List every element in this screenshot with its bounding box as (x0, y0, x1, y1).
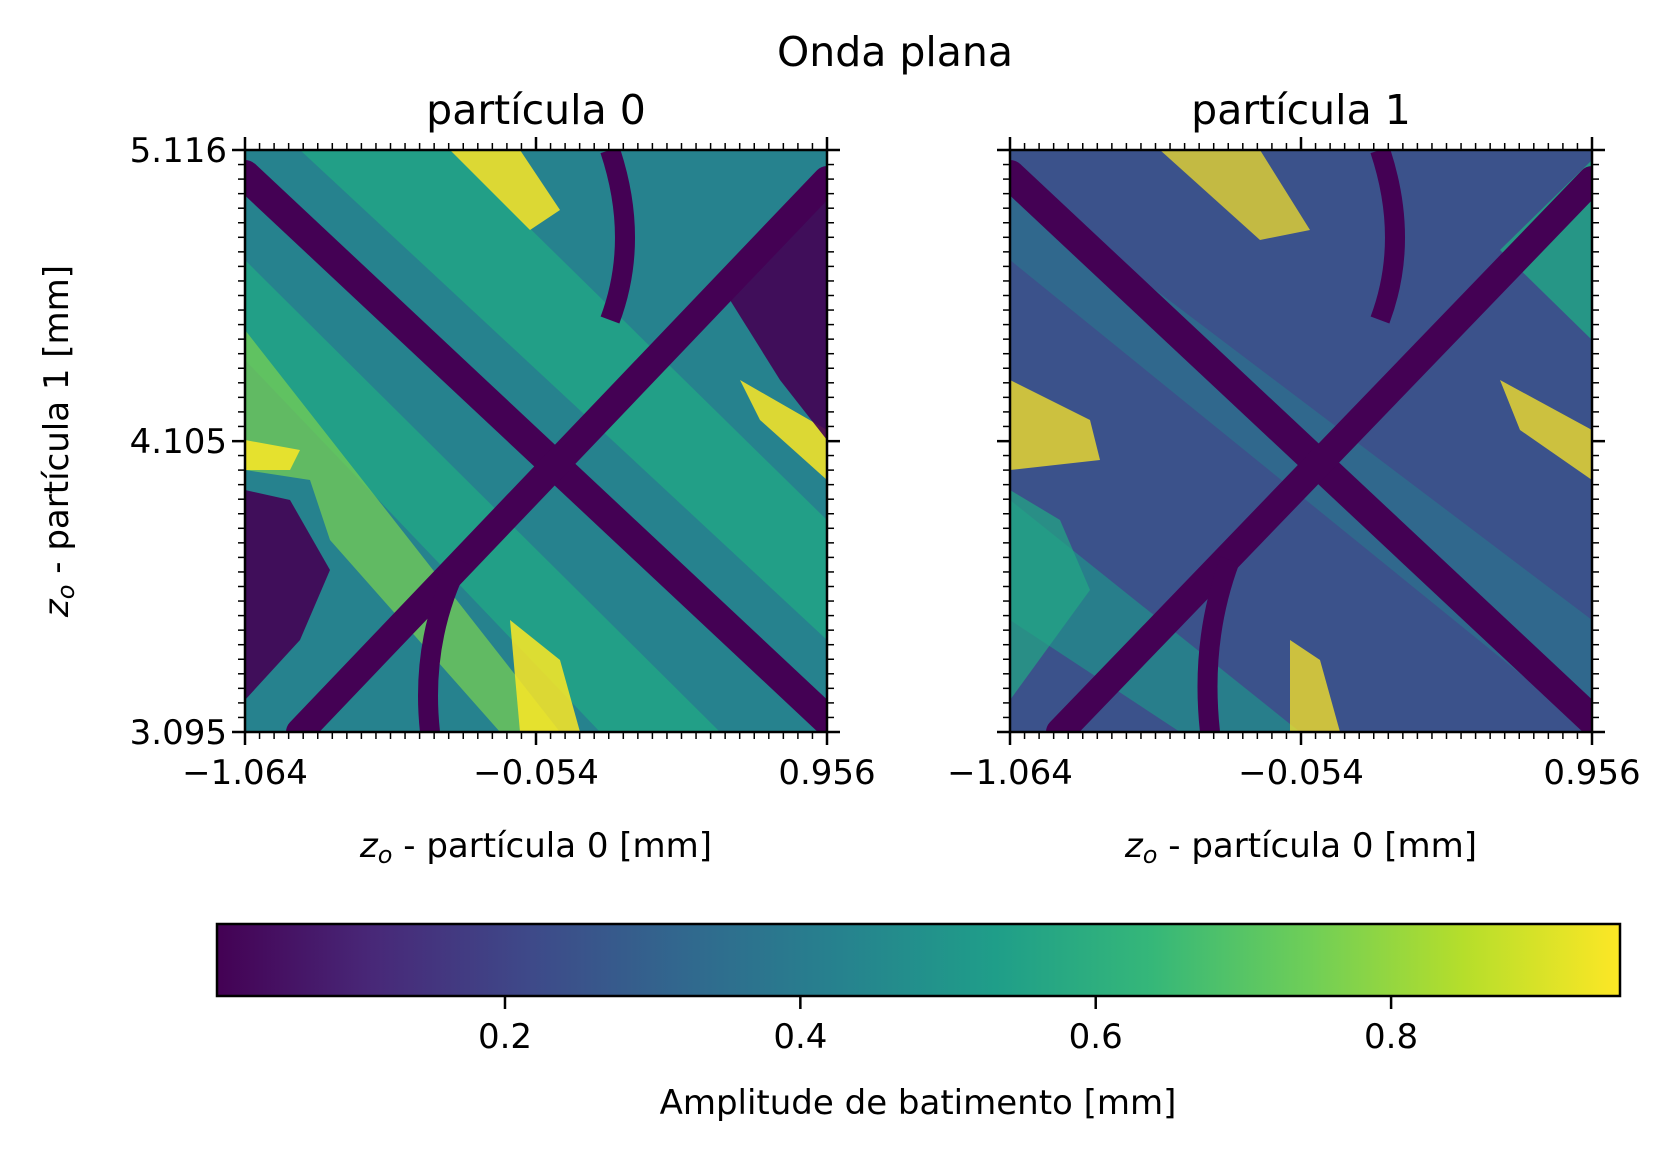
y-tick-label: 5.116 (130, 131, 227, 171)
colorbar-label: Amplitude de batimento [mm] (660, 1083, 1177, 1123)
x-tick-label: 0.956 (778, 753, 875, 793)
x-tick-label: −1.064 (947, 753, 1073, 793)
x-tick-label: 0.956 (1543, 753, 1640, 793)
figure-suptitle: Onda plana (777, 28, 1013, 76)
panel-0-ticks: −1.064 −0.054 0.956 3.095 4.105 5.116 (130, 131, 876, 793)
panel-0-title: partícula 0 (426, 86, 646, 134)
y-tick-label: 4.105 (130, 422, 227, 462)
panel-0-xlabel: zo - partícula 0 [mm] (359, 826, 712, 869)
panel-1-xlabel: zo - partícula 0 [mm] (1124, 826, 1477, 869)
x-tick-label: −1.064 (182, 753, 308, 793)
y-tick-label: 3.095 (130, 713, 227, 753)
panel-0-ylabel: zo - partícula 1 [mm] (37, 265, 80, 618)
colorbar-tick-label: 0.2 (478, 1017, 532, 1057)
x-tick-label: −0.054 (1238, 753, 1364, 793)
colorbar-gradient (215, 922, 1622, 998)
colorbar: 0.2 0.4 0.6 0.8 Amplitude de batimento [mm] (215, 922, 1622, 1123)
x-tick-label: −0.054 (473, 753, 599, 793)
panel-0-heatmap-image (245, 150, 827, 732)
colorbar-tick-label: 0.6 (1069, 1017, 1123, 1057)
colorbar-tick-label: 0.8 (1364, 1017, 1418, 1057)
panel-1-ticks: −1.064 −0.054 0.956 (947, 137, 1641, 793)
panel-1-heatmap-image (1010, 150, 1592, 732)
colorbar-ticks: 0.2 0.4 0.6 0.8 (478, 996, 1418, 1057)
heatmap-panel-1: partícula 1 −1.064 −0.054 0.956 zo - partí… (947, 86, 1641, 869)
panel-1-title: partícula 1 (1191, 86, 1411, 134)
heatmap-panel-0: partícula 0 −1.064 −0.054 0.956 3.095 4.105 5… (37, 86, 876, 869)
colorbar-tick-label: 0.4 (773, 1017, 827, 1057)
